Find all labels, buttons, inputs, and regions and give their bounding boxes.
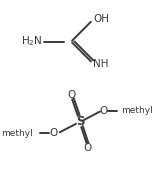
Text: O: O bbox=[83, 143, 91, 153]
Text: O: O bbox=[67, 91, 76, 100]
Text: S: S bbox=[76, 115, 84, 128]
Text: methyl: methyl bbox=[1, 129, 33, 138]
Text: O: O bbox=[100, 106, 108, 115]
Text: O: O bbox=[49, 128, 57, 138]
Text: OH: OH bbox=[93, 14, 109, 24]
Text: NH: NH bbox=[93, 59, 108, 69]
Text: methyl: methyl bbox=[122, 106, 153, 115]
Text: H$_2$N: H$_2$N bbox=[21, 35, 43, 49]
